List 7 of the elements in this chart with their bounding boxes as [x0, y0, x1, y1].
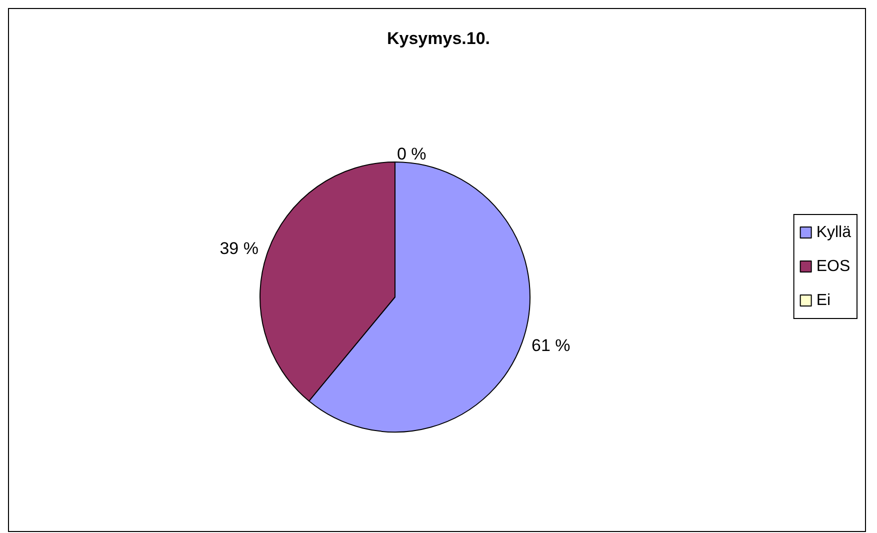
chart-title: Kysymys.10.: [386, 29, 490, 48]
text: 0 %: [397, 144, 426, 164]
legend-label: Ei: [816, 292, 831, 309]
data-label: 39 %: [220, 239, 258, 258]
legend-label: EOS: [816, 258, 850, 275]
data-label: 61 %: [532, 336, 570, 355]
legend-label: Kyllä: [816, 224, 852, 241]
